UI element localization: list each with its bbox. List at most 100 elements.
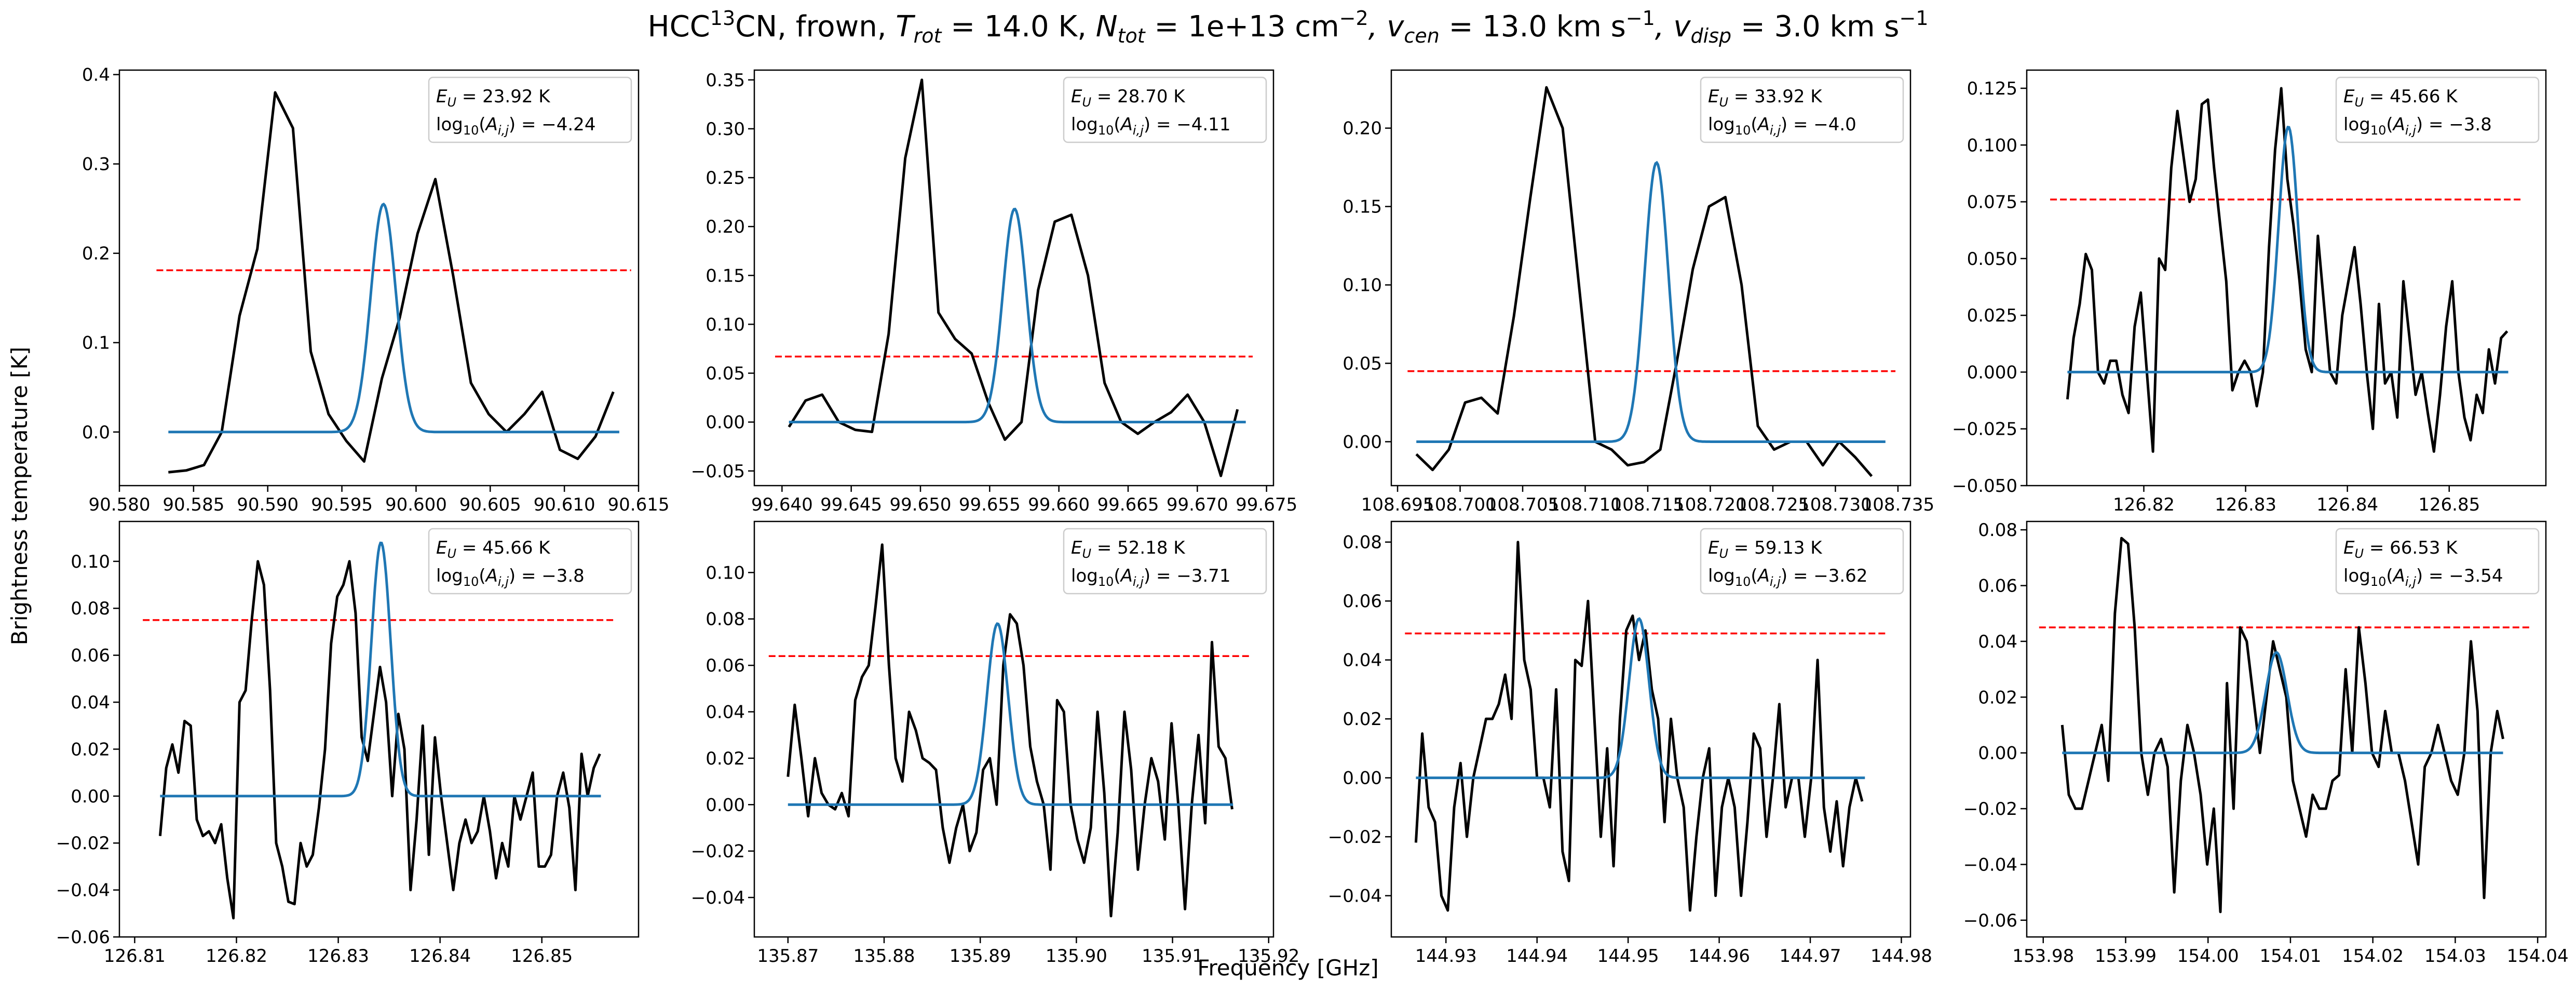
x-tick-label: 153.98: [2012, 946, 2074, 967]
y-tick-label: 0.2: [82, 244, 110, 264]
x-tick-label: 126.84: [2316, 494, 2378, 515]
y-tick-label: 0.00: [1978, 743, 2017, 764]
y-tick-label: 0.06: [706, 655, 745, 676]
x-tick-label: 108.700: [1423, 494, 1497, 515]
y-tick-label: 0.04: [1343, 650, 1382, 671]
axes-frame: [118, 520, 640, 938]
x-tick-label: 90.600: [385, 494, 447, 515]
x-tick-label: 153.99: [2095, 946, 2157, 967]
subplot-panel: 126.82 126.83 126.84 126.85 −0.050 −0.025 0.00…: [1952, 69, 2547, 515]
axes-frame: [753, 69, 1275, 487]
y-tick-label: −0.04: [691, 888, 745, 908]
x-tick-label: 90.605: [459, 494, 521, 515]
legend-box: [1063, 528, 1267, 595]
einstein-coefficient-label: log10(Ai,j) = −4.11: [1071, 114, 1230, 138]
y-tick-label: −0.050: [1952, 476, 2017, 497]
y-tick-label: 0.1: [82, 333, 110, 354]
axes-frame: [753, 520, 1275, 938]
x-tick-label: 99.675: [1236, 494, 1297, 515]
axes-frame: [1390, 520, 1911, 938]
y-tick-label: 0.02: [71, 739, 110, 760]
legend-box: [428, 76, 632, 143]
upper-energy-label: EU = 45.66 K: [436, 538, 551, 561]
y-tick-label: 0.10: [71, 552, 110, 572]
y-tick-label: −0.02: [1963, 799, 2017, 820]
y-tick-label: 0.10: [706, 562, 745, 583]
y-tick-label: 0.05: [1343, 354, 1382, 374]
subplot-panel: 153.98 153.99 154.00 154.01 154.02 154.03 154.…: [1963, 520, 2569, 967]
y-tick-label: 0.10: [706, 314, 745, 335]
x-tick-label: 126.84: [409, 946, 471, 967]
y-tick-label: 0.000: [1967, 362, 2017, 383]
model-spectrum-line: [2062, 651, 2503, 755]
einstein-coefficient-label: log10(Ai,j) = −3.62: [1708, 566, 1867, 589]
upper-energy-label: EU = 59.13 K: [1708, 538, 1823, 561]
y-tick-label: 0.15: [1343, 197, 1382, 218]
legend-box: [2335, 76, 2540, 143]
y-tick-label: 0.08: [706, 609, 745, 630]
x-tick-label: 135.91: [1142, 946, 1203, 967]
axes-frame: [1390, 69, 1911, 487]
y-tick-label: 0.30: [706, 119, 745, 140]
model-spectrum-line: [2067, 126, 2509, 373]
axes-frame: [2026, 520, 2547, 938]
y-tick-label: −0.05: [691, 461, 745, 482]
x-tick-label: 144.97: [1780, 946, 1841, 967]
einstein-coefficient-label: log10(Ai,j) = −3.8: [2343, 114, 2492, 138]
x-tick-label: 144.98: [1870, 946, 1932, 967]
y-tick-label: −0.04: [56, 880, 110, 901]
x-tick-label: 135.87: [757, 946, 819, 967]
observed-spectrum-line: [2066, 87, 2509, 453]
x-tick-label: 99.655: [959, 494, 1021, 515]
upper-energy-label: EU = 28.70 K: [1071, 86, 1186, 110]
axes-frame: [2026, 69, 2547, 487]
x-tick-label: 90.590: [237, 494, 299, 515]
y-tick-label: 0.050: [1967, 249, 2017, 270]
x-tick-label: 154.00: [2177, 946, 2239, 967]
y-tick-label: 0.00: [706, 795, 745, 815]
y-tick-label: 0.20: [1343, 118, 1382, 139]
model-spectrum-line: [160, 541, 601, 798]
y-tick-label: 0.20: [706, 217, 745, 237]
x-tick-label: 108.720: [1674, 494, 1747, 515]
x-tick-label: 108.730: [1799, 494, 1872, 515]
legend-box: [2335, 528, 2540, 595]
y-tick-label: 0.08: [1978, 520, 2017, 541]
y-tick-label: −0.06: [56, 927, 110, 948]
x-tick-label: 144.93: [1415, 946, 1477, 967]
y-tick-label: 0.06: [71, 646, 110, 666]
y-tick-label: 0.04: [1978, 632, 2017, 652]
x-tick-label: 108.725: [1737, 494, 1810, 515]
upper-energy-label: EU = 45.66 K: [2343, 86, 2458, 110]
x-tick-label: 99.660: [1028, 494, 1090, 515]
observed-spectrum-line: [788, 78, 1239, 477]
y-tick-label: 0.08: [1343, 532, 1382, 553]
y-tick-label: 0.00: [71, 786, 110, 807]
y-tick-label: 0.10: [1343, 275, 1382, 296]
x-tick-label: 126.82: [206, 946, 267, 967]
x-tick-label: 154.04: [2507, 946, 2569, 967]
model-spectrum-line: [168, 202, 619, 434]
y-tick-label: 0.0: [82, 422, 110, 443]
legend-box: [1700, 528, 1904, 595]
upper-energy-label: EU = 23.92 K: [436, 86, 551, 110]
subplot-panel: 99.640 99.645 99.650 99.655 99.660 99.665 99.6…: [691, 69, 1297, 515]
y-tick-label: 0.04: [71, 692, 110, 713]
y-tick-label: −0.04: [1963, 854, 2017, 875]
y-tick-label: 0.00: [1343, 768, 1382, 789]
model-spectrum-line: [788, 622, 1233, 806]
x-tick-label: 108.695: [1361, 494, 1434, 515]
einstein-coefficient-label: log10(Ai,j) = −3.71: [1071, 566, 1230, 589]
y-tick-label: 0.05: [706, 364, 745, 384]
y-tick-label: 0.25: [706, 168, 745, 189]
y-tick-label: 0.35: [706, 70, 745, 91]
x-tick-label: 99.670: [1167, 494, 1228, 515]
x-tick-label: 90.595: [311, 494, 373, 515]
y-tick-label: 0.06: [1978, 575, 2017, 596]
x-tick-label: 126.83: [307, 946, 369, 967]
subplot-panel: 108.695108.700108.705108.710108.715108.7…: [1343, 69, 1934, 515]
einstein-coefficient-label: log10(Ai,j) = −4.0: [1708, 114, 1856, 138]
x-tick-label: 135.88: [853, 946, 915, 967]
subplot-panel: 144.93 144.94 144.95 144.96 144.97 144.98 −0.0…: [1328, 520, 1932, 967]
y-tick-label: 0.100: [1967, 135, 2017, 156]
